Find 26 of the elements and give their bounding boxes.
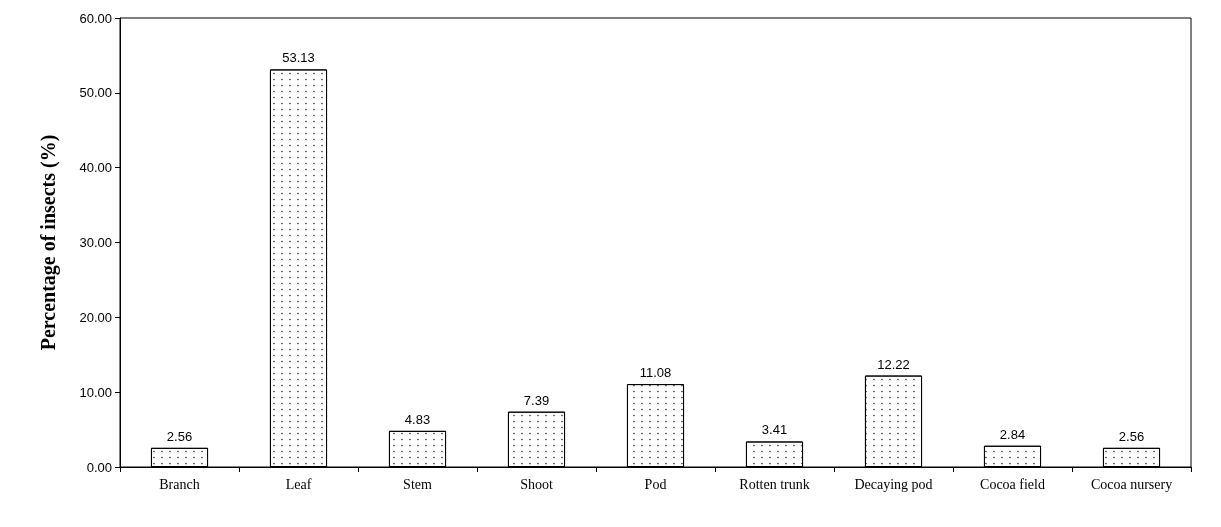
y-tick-label: 20.00 (79, 309, 112, 325)
y-tick-label: 50.00 (79, 85, 112, 101)
data-label: 12.22 (877, 356, 910, 372)
x-tick-label: Leaf (285, 476, 312, 492)
y-tick-label: 40.00 (79, 160, 112, 176)
y-axis-title: Percentage of insects (%) (37, 134, 60, 351)
x-tick-label: Branch (159, 476, 200, 492)
x-tick-label: Decaying pod (854, 476, 933, 492)
data-label: 4.83 (404, 411, 431, 427)
x-tick-label: Cocoa field (980, 476, 1045, 492)
data-label: 2.84 (999, 426, 1026, 442)
x-tick-label: Stem (403, 476, 432, 492)
data-label: 2.56 (1118, 428, 1145, 444)
x-tick-label: Pod (644, 476, 667, 492)
y-tick-label: 60.00 (79, 10, 112, 26)
y-tick-label: 30.00 (79, 235, 112, 250)
data-label: 11.08 (639, 365, 672, 381)
data-label: 3.41 (761, 422, 788, 438)
data-label: 53.13 (282, 50, 315, 66)
x-tick-label: Shoot (520, 476, 553, 492)
x-tick-label: Rotten trunk (739, 476, 810, 492)
y-tick-label: 0.00 (86, 459, 112, 475)
data-label: 2.56 (166, 428, 193, 444)
y-tick-label: 10.00 (79, 384, 112, 400)
x-tick-label: Cocoa nursery (1090, 476, 1173, 492)
data-label: 7.39 (523, 392, 550, 408)
